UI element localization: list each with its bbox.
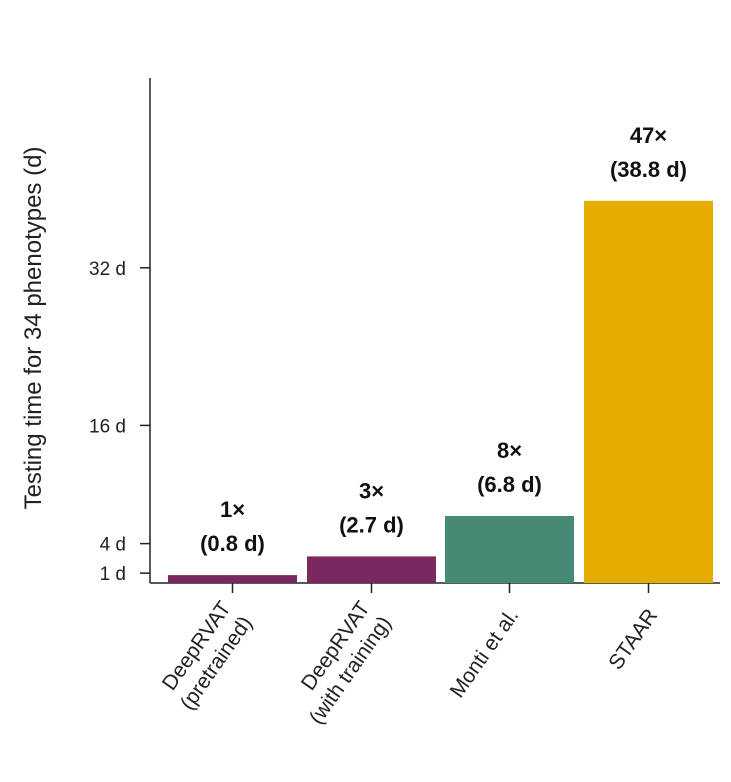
- bar: [445, 516, 574, 583]
- y-axis-title: Testing time for 34 phenotypes (d): [20, 147, 47, 510]
- bar: [168, 575, 297, 583]
- data-label-multiplier: 1×: [220, 497, 245, 522]
- bar: [307, 556, 436, 583]
- data-label-multiplier: 47×: [630, 123, 667, 148]
- bars: [168, 200, 713, 583]
- y-tick-label: 4 d: [100, 535, 126, 556]
- x-tick-label: STAAR: [604, 605, 662, 674]
- x-tick-label-line: STAAR: [604, 605, 662, 674]
- data-label-days: (6.8 d): [477, 472, 542, 497]
- data-labels: 1× (0.8 d) 3× (2.7 d) 8× (6.8 d) 47× (38.8 d): [200, 123, 687, 556]
- x-tick-label: Monti et al.: [446, 605, 524, 702]
- y-tick-label: 32 d: [89, 259, 126, 280]
- y-tick-label: 1 d: [100, 564, 126, 585]
- x-tick-labels: DeepRVAT(pretrained) DeepRVAT(with traini…: [158, 583, 662, 729]
- x-tick-label-line: Monti et al.: [446, 605, 524, 702]
- data-label-days: (2.7 d): [339, 512, 404, 537]
- y-tick-label: 16 d: [89, 416, 126, 437]
- data-label-multiplier: 3×: [359, 478, 384, 503]
- data-label-days: (38.8 d): [610, 157, 687, 182]
- y-ticks: 1 d 4 d 16 d 32 d: [89, 259, 150, 585]
- bar: [584, 200, 713, 583]
- x-tick-label: DeepRVAT(pretrained): [158, 597, 257, 714]
- x-tick-label: DeepRVAT(with training): [297, 597, 396, 728]
- data-label-multiplier: 8×: [497, 438, 522, 463]
- data-label-days: (0.8 d): [200, 531, 265, 556]
